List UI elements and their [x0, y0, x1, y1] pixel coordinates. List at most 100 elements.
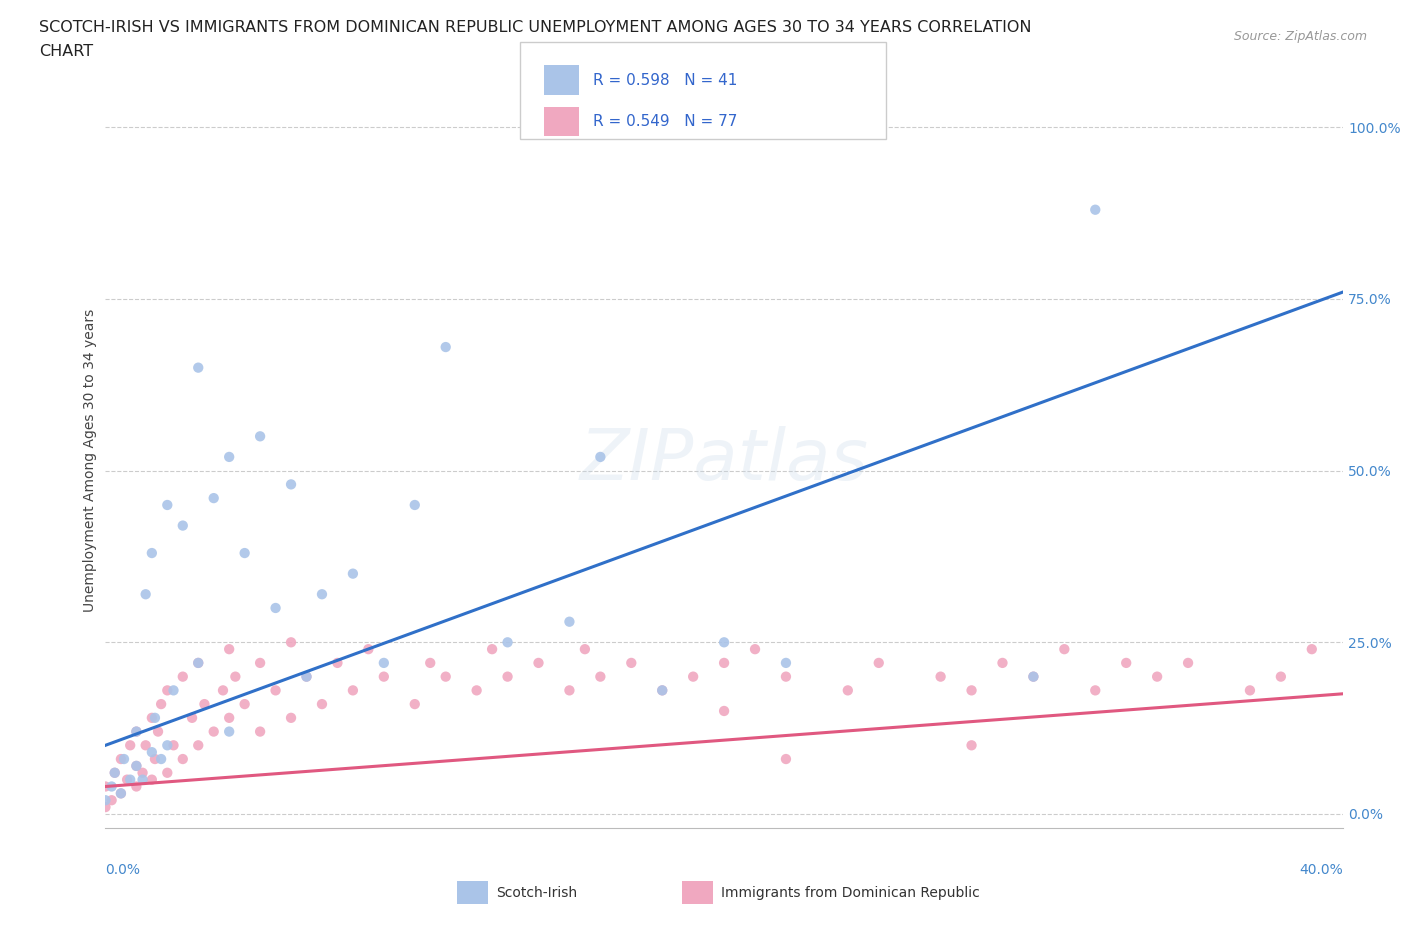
Point — [1177, 656, 1199, 671]
Point — [100, 792, 122, 807]
Y-axis label: Unemployment Among Ages 30 to 34 years: Unemployment Among Ages 30 to 34 years — [83, 309, 97, 612]
Point — [162, 737, 184, 752]
Point — [713, 703, 735, 718]
Point — [125, 759, 148, 774]
Point — [104, 765, 127, 780]
Text: Source: ZipAtlas.com: Source: ZipAtlas.com — [1233, 30, 1367, 43]
Point — [496, 635, 519, 650]
Point — [960, 683, 983, 698]
Point — [404, 498, 426, 512]
Point — [131, 765, 153, 780]
Point — [651, 683, 673, 698]
Point — [1146, 670, 1168, 684]
Point — [373, 670, 395, 684]
Point — [94, 792, 117, 807]
Text: CHART: CHART — [39, 44, 93, 59]
Point — [187, 737, 209, 752]
Point — [496, 670, 519, 684]
Point — [1022, 670, 1045, 684]
Point — [181, 711, 204, 725]
Point — [960, 737, 983, 752]
Point — [295, 670, 318, 684]
Point — [651, 683, 673, 698]
Point — [156, 498, 179, 512]
Point — [224, 670, 246, 684]
Point — [143, 751, 166, 766]
Point — [141, 546, 163, 561]
Point — [264, 601, 287, 616]
Text: 40.0%: 40.0% — [1299, 862, 1343, 877]
Point — [1084, 683, 1107, 698]
Point — [1084, 203, 1107, 218]
Point — [104, 765, 127, 780]
Text: 0.0%: 0.0% — [105, 862, 141, 877]
Point — [682, 670, 704, 684]
Point — [558, 615, 581, 630]
Point — [141, 772, 163, 787]
Point — [713, 656, 735, 671]
Point — [131, 772, 153, 787]
Point — [342, 566, 364, 581]
Point — [249, 656, 271, 671]
Point — [280, 635, 302, 650]
Point — [775, 656, 797, 671]
Point — [357, 642, 380, 657]
Point — [100, 779, 122, 794]
Point — [249, 724, 271, 739]
Point — [94, 779, 117, 794]
Point — [589, 670, 612, 684]
Point — [233, 546, 256, 561]
Point — [481, 642, 503, 657]
Text: Immigrants from Dominican Republic: Immigrants from Dominican Republic — [721, 885, 980, 900]
Point — [233, 697, 256, 711]
Point — [342, 683, 364, 698]
Point — [156, 683, 179, 698]
Point — [172, 670, 194, 684]
Point — [929, 670, 952, 684]
Point — [1053, 642, 1076, 657]
Point — [125, 724, 148, 739]
Point — [125, 724, 148, 739]
Point — [141, 711, 163, 725]
Point — [218, 449, 240, 464]
Point — [280, 477, 302, 492]
Text: Scotch-Irish: Scotch-Irish — [496, 885, 578, 900]
Point — [527, 656, 550, 671]
Point — [1301, 642, 1323, 657]
Point — [558, 683, 581, 698]
Point — [713, 635, 735, 650]
Point — [172, 751, 194, 766]
Point — [991, 656, 1014, 671]
Point — [120, 737, 142, 752]
Point — [373, 656, 395, 671]
Point — [775, 751, 797, 766]
Point — [110, 751, 132, 766]
Point — [326, 656, 349, 671]
Point — [574, 642, 596, 657]
Point — [115, 772, 138, 787]
Point — [589, 449, 612, 464]
Point — [280, 711, 302, 725]
Point — [311, 697, 333, 711]
Point — [295, 670, 318, 684]
Point — [125, 759, 148, 774]
Point — [218, 724, 240, 739]
Point — [419, 656, 441, 671]
Text: ZIPatlas: ZIPatlas — [579, 426, 869, 495]
Point — [465, 683, 488, 698]
Point — [150, 697, 173, 711]
Point — [202, 724, 225, 739]
Point — [112, 751, 135, 766]
Point — [143, 711, 166, 725]
Point — [404, 697, 426, 711]
Point — [434, 670, 457, 684]
Point — [156, 765, 179, 780]
Point — [94, 800, 117, 815]
Point — [1022, 670, 1045, 684]
Point — [837, 683, 859, 698]
Point — [1270, 670, 1292, 684]
Point — [193, 697, 215, 711]
Point — [146, 724, 169, 739]
Point — [141, 745, 163, 760]
Point — [744, 642, 766, 657]
